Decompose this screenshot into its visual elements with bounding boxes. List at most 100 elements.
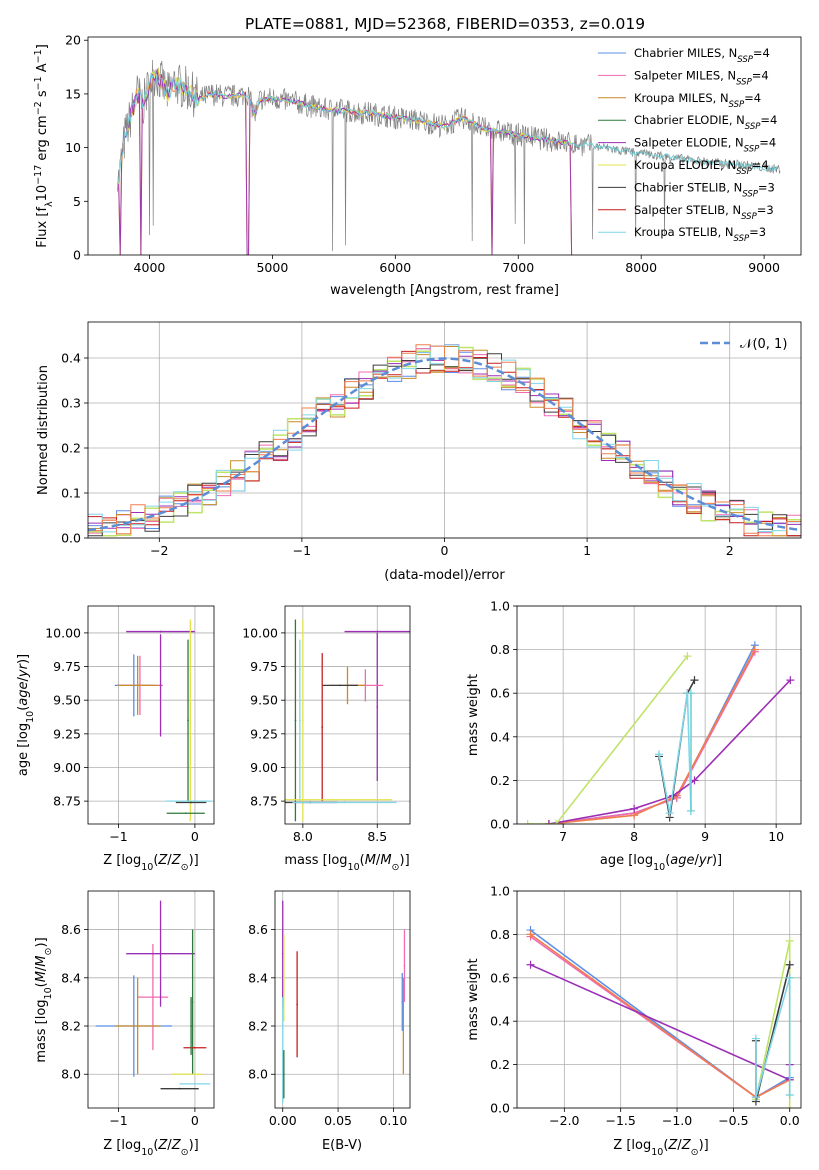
data-point — [339, 684, 341, 687]
y-tick-label: 8.0 — [248, 1067, 268, 1082]
x-axis-label: wavelength [Angstrom, rest frame] — [330, 283, 559, 298]
data-point — [376, 630, 379, 633]
x-tick-label: 6000 — [379, 260, 411, 275]
weight-marker — [785, 936, 794, 945]
x-tick-label: 0.10 — [379, 1113, 407, 1128]
panel-mass-vs-EBV: 0.00 0.05 0.10 8.0 8.2 8.4 8.6 E(B-V) — [248, 890, 411, 1153]
y-axis-label: age [log10(age/yr)] — [16, 654, 36, 776]
legend-entry: Chabrier ELODIE, NSSP=4 — [634, 113, 777, 132]
x-tick-label: 7 — [559, 829, 567, 844]
x-tick-label: −2 — [150, 543, 168, 558]
x-tick-label: 7000 — [502, 260, 534, 275]
weight-marker — [751, 1093, 760, 1102]
weight-marker — [526, 960, 535, 969]
y-tick-label: 0 — [73, 248, 81, 263]
y-axis-label: Normed distribution — [36, 365, 51, 495]
x-tick-label: 0.05 — [324, 1113, 352, 1128]
plot-area — [117, 59, 781, 255]
weight-marker — [526, 930, 535, 939]
y-tick-label: 8.0 — [61, 1067, 81, 1082]
x-tick-label: 0 — [191, 1113, 199, 1128]
legend-entry: Kroupa STELIB, NSSP=3 — [634, 225, 766, 244]
weight-marker — [785, 1104, 794, 1108]
x-tick-label: 0.00 — [269, 1113, 297, 1128]
y-tick-label: 0.4 — [61, 351, 81, 366]
weight-marker — [785, 973, 794, 982]
x-axis-label: Z [log10(Z/Z⊙)] — [103, 1138, 198, 1158]
panel-weight-vs-age: 7 8 9 10 0.0 0.2 0.4 0.6 0.8 1.0 mass weight age [l… — [466, 599, 802, 873]
weight-marker — [523, 820, 532, 824]
y-tick-label: 0.2 — [61, 441, 81, 456]
residual-histogram — [88, 346, 801, 537]
y-tick-label: 8.6 — [61, 922, 81, 937]
data-point — [321, 726, 324, 729]
x-axis-label: Z [log10(Z/Z⊙)] — [613, 1138, 708, 1158]
data-point — [184, 812, 187, 815]
panel-age-vs-mass: 8.0 8.5 8.75 9.00 9.25 9.50 9.75 10.00 mass [log… — [242, 605, 411, 873]
x-tick-label: −2.0 — [549, 1113, 579, 1128]
y-tick-label: 9.25 — [250, 726, 278, 741]
weight-marker — [686, 806, 695, 815]
panel-age-vs-Z: −1 0 8.75 9.00 9.25 9.50 9.75 10.00 Z [log10(Z/Z… — [16, 605, 215, 873]
data-point — [159, 630, 162, 633]
y-tick-label: 5 — [73, 194, 81, 209]
plot-area — [526, 926, 794, 1108]
weight-marker — [544, 820, 553, 824]
weight-series-line — [548, 649, 756, 824]
data-point — [159, 684, 162, 687]
y-tick-label: 9.50 — [53, 693, 81, 708]
weight-marker — [683, 652, 692, 661]
data-point — [298, 719, 301, 722]
data-point — [191, 1001, 194, 1003]
plot-area — [114, 619, 212, 822]
legend-entry: Chabrier MILES, NSSP=4 — [634, 46, 770, 65]
plot-area — [281, 900, 406, 1104]
data-point — [331, 798, 334, 801]
x-tick-label: −1.0 — [662, 1113, 692, 1128]
x-tick-label: 1 — [583, 543, 591, 558]
y-tick-label: 15 — [65, 86, 81, 101]
plot-area — [523, 641, 795, 824]
data-point — [403, 964, 406, 967]
weight-series-line — [548, 651, 756, 824]
data-point — [282, 976, 285, 979]
panel-spectrum: 4000 5000 6000 7000 8000 9000 0 5 10 15 20 waveleng… — [33, 33, 802, 298]
y-tick-label: 9.75 — [53, 659, 81, 674]
x-axis-label: (data-model)/error — [384, 568, 505, 583]
data-point — [187, 800, 190, 803]
y-axis-label: Flux [fλ10−17 erg cm−2 s−1 A−1] — [33, 44, 55, 248]
spectrum-model-line — [118, 71, 779, 183]
x-tick-label: 8.0 — [293, 829, 313, 844]
data-point — [190, 801, 192, 804]
data-point — [402, 1025, 405, 1027]
data-point — [281, 952, 284, 955]
data-point — [296, 1003, 299, 1006]
y-axis-label: mass weight — [466, 674, 481, 756]
residual-histogram — [88, 350, 801, 537]
y-tick-label: 20 — [65, 33, 81, 48]
y-tick-label: 0.6 — [490, 970, 510, 985]
y-tick-label: 0.0 — [61, 531, 81, 546]
weight-marker — [786, 676, 795, 685]
plot-area — [285, 619, 410, 822]
data-point — [194, 1082, 196, 1085]
panel-residuals: −2 −1 0 1 2 0.0 0.1 0.2 0.3 0.4 𝒩(0, 1) (data-model… — [36, 321, 802, 583]
data-point — [301, 719, 304, 722]
x-tick-label: 8000 — [625, 260, 657, 275]
x-tick-label: 0 — [441, 543, 449, 558]
weight-series-line — [530, 964, 791, 1082]
data-point — [136, 1025, 139, 1027]
data-point — [401, 1001, 404, 1003]
weight-marker — [690, 676, 699, 685]
y-tick-label: 0.2 — [490, 1057, 510, 1072]
x-tick-label: 0 — [191, 829, 199, 844]
y-tick-label: 10.00 — [242, 625, 278, 640]
y-tick-label: 10 — [65, 140, 81, 155]
gaussian-curve — [88, 357, 801, 532]
y-tick-label: 8.4 — [248, 970, 268, 985]
data-point — [190, 1025, 192, 1027]
legend-entry: Salpeter ELODIE, NSSP=4 — [634, 136, 776, 155]
x-axis-label: Z [log10(Z/Z⊙)] — [103, 853, 198, 873]
figure-title: PLATE=0881, MJD=52368, FIBERID=0353, z=0… — [245, 15, 645, 33]
weight-series-line — [530, 929, 791, 1099]
